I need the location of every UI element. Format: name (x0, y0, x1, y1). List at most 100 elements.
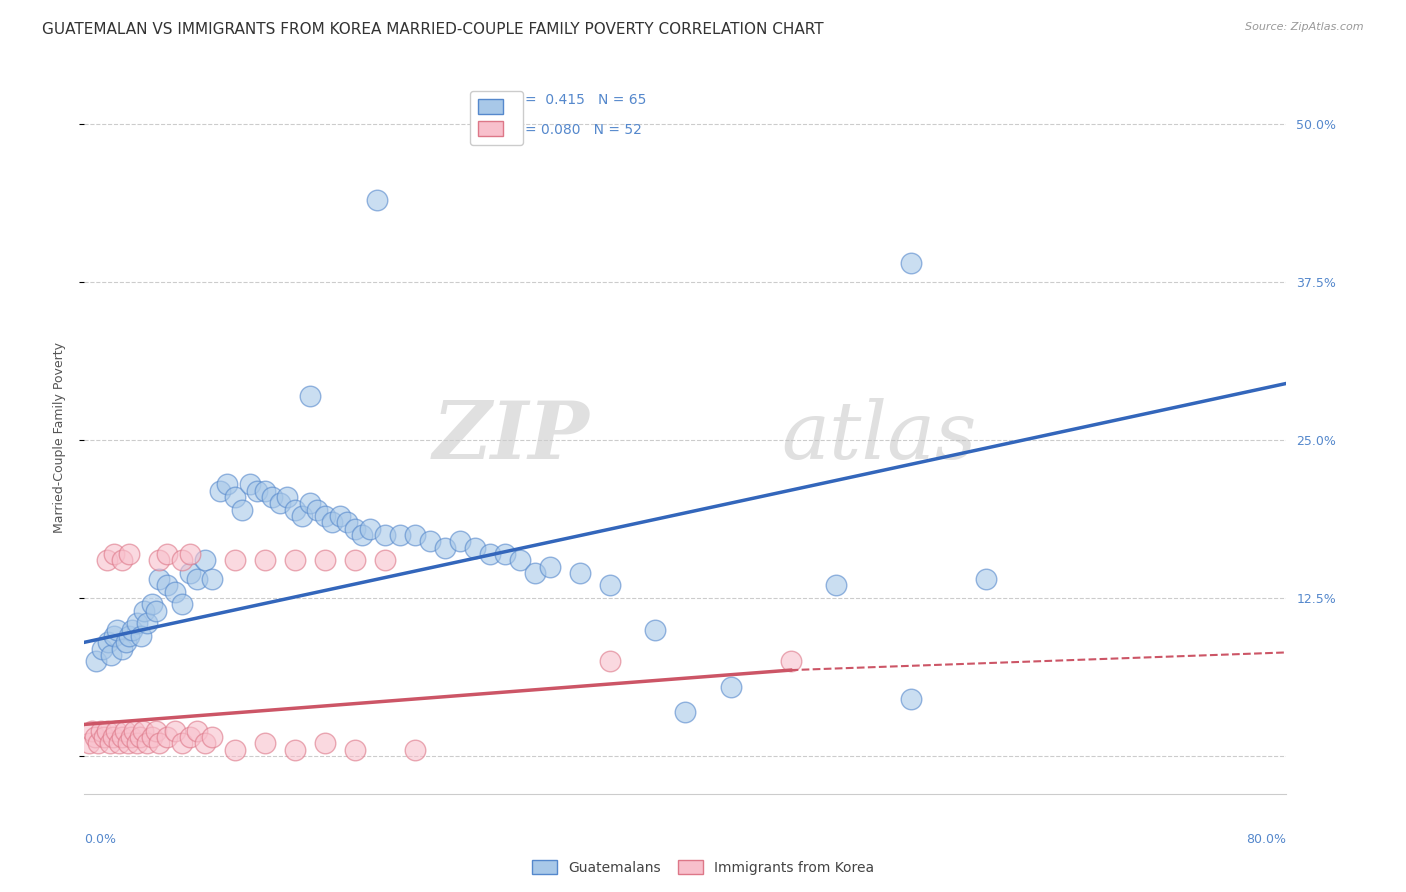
Point (186, 723, 208, 738)
Point (141, 730, 163, 744)
Point (117, 736, 139, 750)
Text: 80.0%: 80.0% (1247, 833, 1286, 847)
Point (132, 723, 155, 738)
Point (276, 490, 298, 504)
Point (194, 736, 217, 750)
Point (298, 389, 321, 403)
Point (100, 648, 122, 662)
Point (314, 736, 336, 750)
Point (201, 730, 224, 744)
Point (269, 496, 291, 510)
Point (644, 623, 666, 637)
Point (170, 598, 193, 612)
Point (83, 730, 105, 744)
Point (156, 547, 179, 561)
Point (404, 742, 426, 756)
Point (307, 502, 329, 516)
Point (720, 680, 742, 694)
Point (314, 508, 336, 523)
Point (366, 194, 388, 208)
Point (107, 623, 129, 637)
Legend: , : , (470, 91, 523, 145)
Point (179, 547, 201, 561)
Point (90, 723, 112, 738)
Point (538, 559, 561, 574)
Point (122, 723, 145, 738)
Point (108, 736, 131, 750)
Point (148, 553, 170, 567)
Point (246, 483, 269, 498)
Text: 0.0%: 0.0% (84, 833, 117, 847)
Point (419, 534, 441, 549)
Legend: Guatemalans, Immigrants from Korea: Guatemalans, Immigrants from Korea (527, 855, 879, 880)
Point (125, 616, 148, 631)
Point (208, 483, 231, 498)
Point (253, 736, 276, 750)
Point (103, 547, 125, 561)
Point (900, 692, 922, 706)
Text: Source: ZipAtlas.com: Source: ZipAtlas.com (1246, 22, 1364, 32)
Point (194, 553, 217, 567)
Point (217, 477, 239, 491)
Text: atlas: atlas (782, 399, 977, 475)
Point (118, 547, 141, 561)
Point (284, 742, 307, 756)
Point (329, 508, 352, 523)
Point (77, 736, 100, 750)
Point (163, 723, 186, 738)
Point (86, 654, 108, 668)
Point (569, 566, 592, 580)
Point (111, 730, 134, 744)
Point (141, 598, 163, 612)
Point (284, 502, 307, 516)
Point (136, 736, 159, 750)
Point (114, 723, 136, 738)
Point (111, 641, 134, 656)
Point (121, 623, 143, 637)
Point (675, 705, 697, 719)
Point (231, 502, 253, 516)
Point (145, 604, 167, 618)
Point (298, 496, 321, 510)
Point (201, 572, 224, 586)
Point (98, 736, 121, 750)
Point (974, 572, 997, 586)
Point (464, 541, 486, 555)
Point (284, 553, 307, 567)
Text: ZIP: ZIP (433, 399, 589, 475)
Point (136, 616, 159, 631)
Point (131, 629, 153, 643)
Point (148, 572, 170, 586)
Point (599, 578, 621, 592)
Point (103, 629, 125, 643)
Point (524, 566, 547, 580)
Point (134, 604, 156, 618)
Point (186, 572, 208, 586)
Point (509, 553, 531, 567)
Point (156, 730, 179, 744)
Point (104, 723, 127, 738)
Point (145, 723, 167, 738)
Point (479, 547, 502, 561)
Point (111, 553, 134, 567)
Point (779, 654, 801, 668)
Point (179, 730, 201, 744)
Point (359, 522, 381, 536)
Point (148, 736, 170, 750)
Point (118, 629, 141, 643)
Point (120, 730, 142, 744)
Point (343, 522, 366, 536)
Point (224, 490, 246, 504)
Point (87, 736, 110, 750)
Point (824, 578, 846, 592)
Point (96, 723, 118, 738)
Point (253, 483, 276, 498)
Point (170, 553, 193, 567)
Point (404, 528, 426, 542)
Point (170, 736, 193, 750)
Point (80, 723, 103, 738)
Point (314, 553, 336, 567)
Point (163, 584, 186, 599)
Point (224, 553, 246, 567)
Point (129, 730, 152, 744)
